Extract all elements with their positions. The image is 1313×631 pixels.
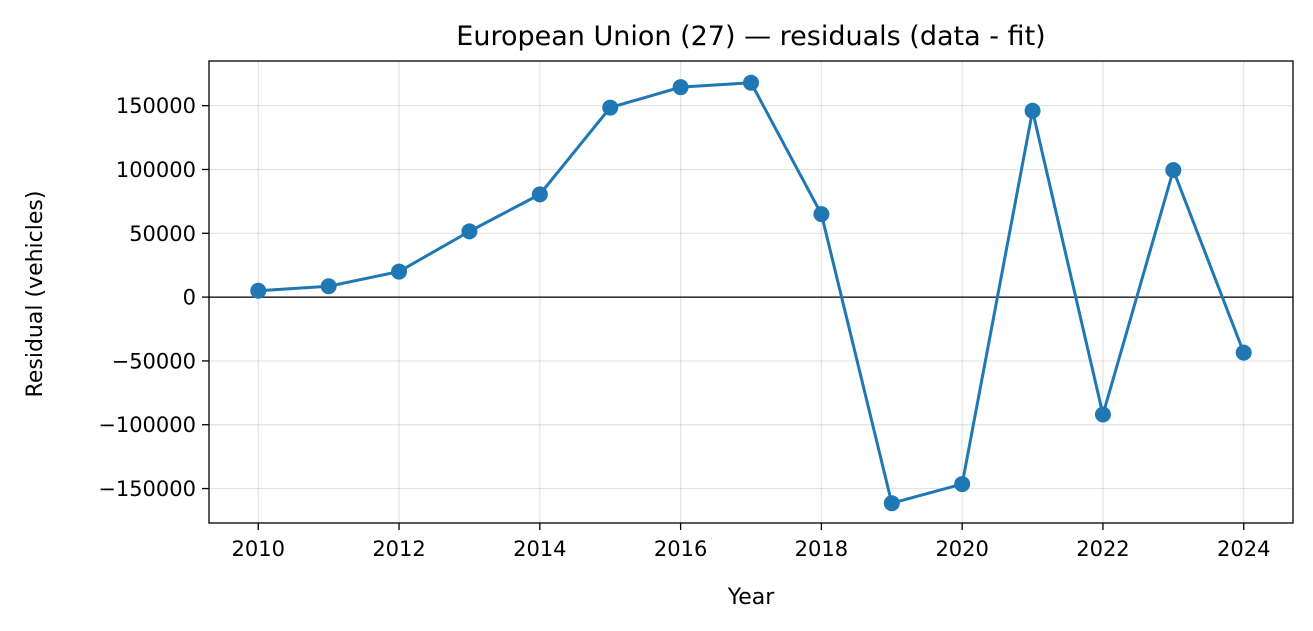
x-tick-label: 2012 bbox=[372, 537, 425, 561]
data-point bbox=[813, 206, 830, 223]
y-tick-label: −150000 bbox=[98, 477, 196, 501]
series-layer bbox=[250, 74, 1252, 512]
data-point bbox=[1024, 102, 1041, 119]
x-tick-label: 2010 bbox=[232, 537, 285, 561]
data-point bbox=[1094, 406, 1111, 423]
data-point bbox=[1235, 344, 1252, 361]
chart-title: European Union (27) — residuals (data - … bbox=[456, 21, 1045, 52]
data-point bbox=[954, 476, 971, 493]
data-point bbox=[250, 282, 267, 299]
data-point bbox=[1165, 162, 1182, 179]
y-tick-label: 150000 bbox=[116, 94, 196, 118]
x-tick-label: 2024 bbox=[1217, 537, 1270, 561]
y-tick-label: 0 bbox=[183, 286, 196, 310]
x-tick-label: 2016 bbox=[654, 537, 707, 561]
plot-frame bbox=[208, 60, 1294, 524]
x-tick-label: 2014 bbox=[513, 537, 566, 561]
data-point bbox=[391, 263, 408, 280]
axes bbox=[208, 60, 1294, 524]
series-line bbox=[258, 81, 1246, 505]
y-tick-label: 50000 bbox=[129, 222, 196, 246]
x-tick-label: 2018 bbox=[795, 537, 848, 561]
data-point bbox=[883, 495, 900, 512]
y-axis-label: Residual (vehicles) bbox=[23, 191, 48, 398]
y-tick-label: 100000 bbox=[116, 158, 196, 182]
x-axis-label: Year bbox=[727, 585, 776, 610]
grid-lines bbox=[209, 61, 1293, 523]
data-point bbox=[531, 186, 548, 203]
y-tick-label: −100000 bbox=[98, 413, 196, 437]
data-point bbox=[672, 79, 689, 96]
data-point bbox=[602, 99, 619, 116]
data-point bbox=[743, 74, 759, 91]
data-point bbox=[320, 278, 337, 295]
y-tick-label: −50000 bbox=[112, 349, 196, 373]
data-point bbox=[461, 223, 478, 240]
tick-marks: 2010 2012 2014 2016 2018 2020 2022 2024 −150000 −… bbox=[98, 94, 1270, 561]
x-tick-label: 2020 bbox=[935, 537, 988, 561]
x-tick-label: 2022 bbox=[1076, 537, 1129, 561]
